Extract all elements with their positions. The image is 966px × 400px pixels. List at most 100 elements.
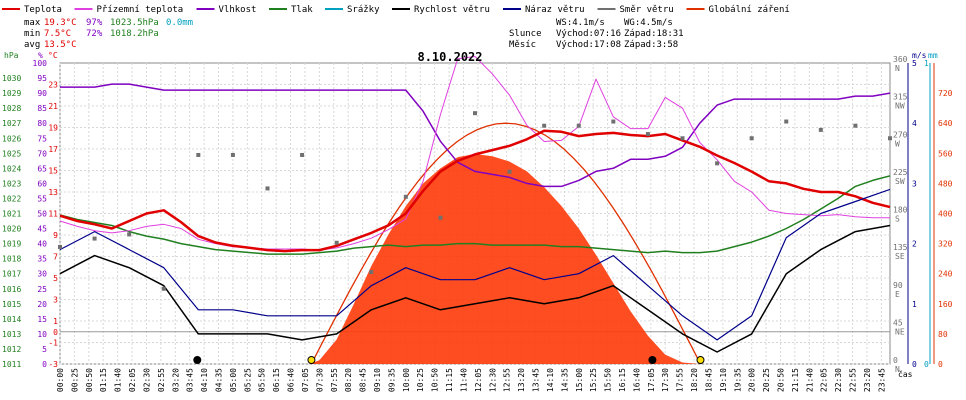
x-tick-label: 02:30 — [142, 368, 151, 392]
stat-max-pressure: 1023.5hPa — [110, 18, 159, 28]
tick-wind-speed: 1 — [912, 300, 917, 309]
stat-avg-temp: 13.5°C — [44, 40, 77, 50]
tick-temperature-zero: 0 — [53, 328, 58, 337]
wind-dir-point — [403, 194, 408, 199]
legend-label: Teplota — [24, 5, 62, 15]
x-tick-label: 22:55 — [849, 368, 858, 392]
tick-radiation: 320 — [938, 240, 953, 249]
wind-dir-point — [58, 244, 62, 249]
x-tick-label: 21:40 — [805, 368, 814, 392]
wind-dir-point — [715, 161, 720, 166]
tick-pressure: 1024 — [2, 164, 21, 173]
tick-wind-speed: 5 — [912, 59, 917, 68]
tick-pressure: 1013 — [2, 330, 21, 339]
legend-label: Srážky — [347, 5, 380, 15]
tick-humidity: 35 — [37, 255, 47, 264]
wind-dir-point — [438, 215, 443, 220]
tick-humidity: 55 — [37, 194, 47, 203]
tick-humidity: 20 — [37, 300, 47, 309]
x-tick-label: 04:35 — [215, 368, 224, 392]
unit-time: čas — [898, 369, 913, 379]
tick-radiation: 720 — [938, 89, 953, 98]
x-tick-label: 05:25 — [243, 368, 252, 392]
info-moonset: Západ:3:58 — [624, 40, 678, 50]
tick-pressure: 1021 — [2, 210, 21, 219]
x-tick-label: 03:45 — [186, 368, 195, 392]
tick-rain: 1 — [924, 59, 929, 68]
wind-dir-point — [265, 186, 270, 191]
x-tick-label: 13:20 — [517, 368, 526, 392]
tick-pressure: 1017 — [2, 270, 21, 279]
x-tick-label: 02:55 — [157, 368, 166, 392]
wind-dir-point — [542, 123, 547, 128]
tick-temperature: 15 — [48, 167, 58, 176]
radiation-area — [309, 154, 700, 364]
stat-max-rain: 0.0mm — [166, 18, 193, 28]
tick-temperature: 23 — [48, 81, 58, 90]
tick-wind-dir: 135 — [893, 243, 908, 252]
x-tick-label: 02:05 — [128, 368, 137, 392]
stat-max-humidity: 97% — [86, 18, 103, 28]
info-moonrise: Východ:17:08 — [556, 40, 621, 50]
x-tick-label: 12:05 — [474, 368, 483, 392]
tick-wind-dir: 225 — [893, 168, 908, 177]
tick-humidity: 95 — [37, 74, 47, 83]
legend-label: Vlhkost — [219, 5, 257, 15]
tick-humidity: 15 — [37, 315, 47, 324]
x-tick-label: 23:20 — [863, 368, 872, 392]
wind-dir-point — [161, 286, 166, 291]
x-tick-label: 07:05 — [301, 368, 310, 392]
tick-radiation: 640 — [938, 119, 953, 128]
tick-humidity: 40 — [37, 240, 47, 249]
tick-temperature: 5 — [53, 274, 58, 283]
tick-temperature: 3 — [53, 296, 58, 305]
x-tick-label: 14:35 — [560, 368, 569, 392]
tick-pressure: 1016 — [2, 285, 21, 294]
x-tick-label: 06:40 — [287, 368, 296, 392]
tick-temperature: 7 — [53, 253, 58, 262]
tick-wind-dir: 180 — [893, 206, 908, 215]
tick-wind-compass: N — [895, 64, 900, 73]
tick-temperature: 17 — [48, 145, 58, 154]
series-pressure — [59, 175, 891, 255]
tick-wind-dir: 90 — [893, 281, 903, 290]
x-tick-label: 00:25 — [70, 368, 79, 392]
x-tick-label: 22:05 — [820, 368, 829, 392]
tick-humidity: 45 — [37, 225, 47, 234]
unit-rain: mm — [928, 51, 938, 60]
tick-humidity: 30 — [37, 270, 47, 279]
info-sun-label: Slunce — [509, 29, 542, 39]
tick-humidity: 65 — [37, 164, 47, 173]
wind-dir-point — [334, 240, 339, 245]
x-tick-label: 05:00 — [229, 368, 238, 392]
tick-humidity: 0 — [42, 360, 47, 369]
tick-wind-dir: 270 — [893, 130, 908, 139]
stat-min-temp: 7.5°C — [44, 29, 71, 39]
tick-pressure: 1026 — [2, 134, 21, 143]
legend-label: Globální záření — [709, 5, 790, 15]
x-tick-label: 08:45 — [359, 368, 368, 392]
tick-temperature: 19 — [48, 124, 58, 133]
tick-temperature: -1 — [48, 339, 58, 348]
x-tick-label: 03:20 — [171, 368, 180, 392]
info-sunrise: Východ:07:16 — [556, 29, 621, 39]
tick-wind-dir: 315 — [893, 93, 908, 102]
x-tick-label: 01:15 — [99, 368, 108, 392]
tick-wind-dir: 360 — [893, 55, 908, 64]
tick-pressure: 1029 — [2, 89, 21, 98]
moonset-marker — [193, 356, 202, 364]
x-tick-label: 15:25 — [589, 368, 598, 392]
tick-humidity: 75 — [37, 134, 47, 143]
tick-radiation: 560 — [938, 149, 953, 158]
wind-dir-point — [680, 136, 685, 141]
wind-dir-point — [611, 119, 616, 124]
x-tick-label: 22:30 — [834, 368, 843, 392]
tick-radiation: 0 — [938, 360, 943, 369]
tick-temperature: 13 — [48, 188, 58, 197]
unit-temperature: °C — [48, 51, 58, 60]
x-tick-label: 10:25 — [416, 368, 425, 392]
tick-wind-speed: 2 — [912, 240, 917, 249]
tick-humidity: 50 — [37, 210, 47, 219]
legend-label: Tlak — [291, 5, 313, 15]
